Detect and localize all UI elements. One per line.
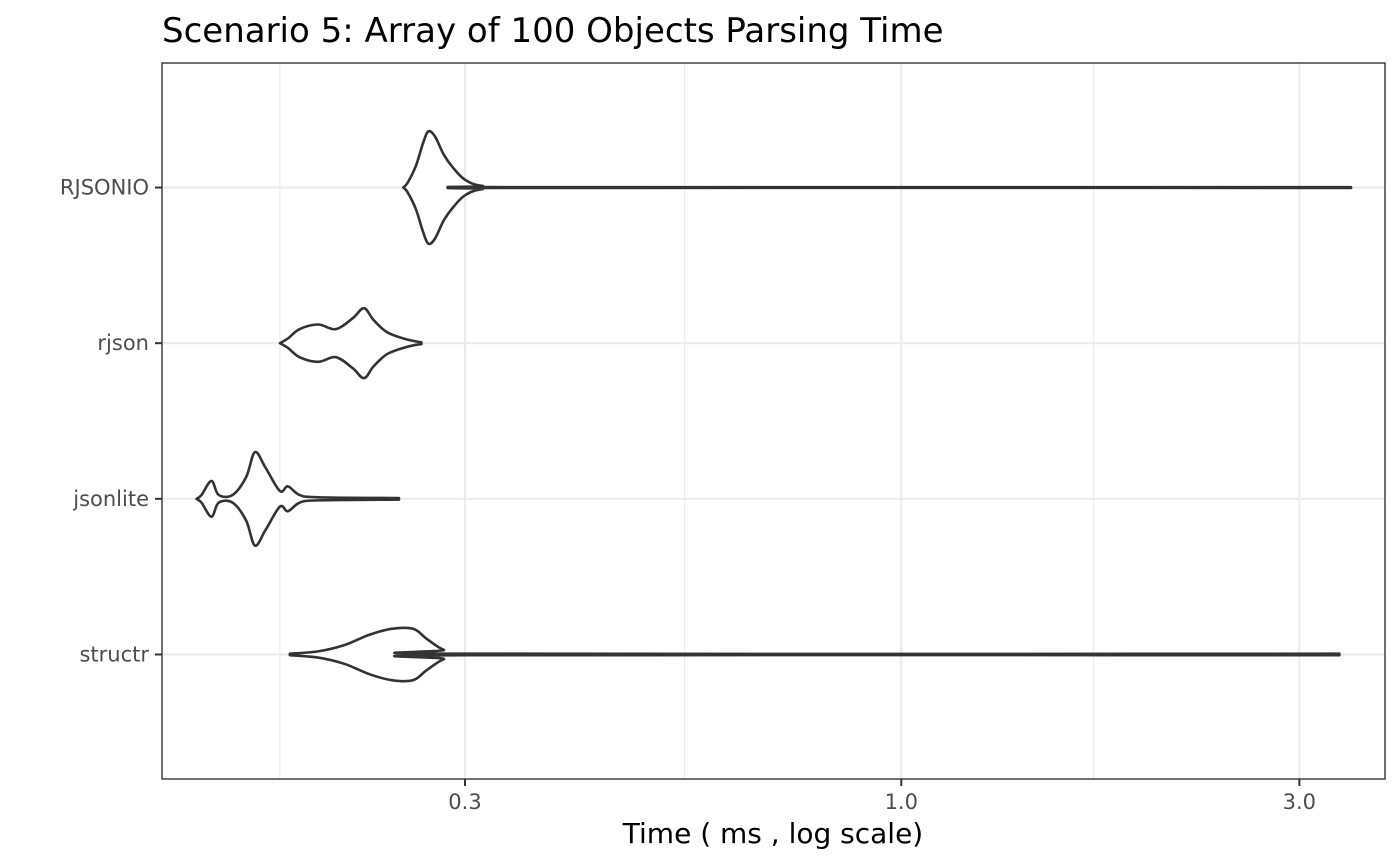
x-tick-label-1: 1.0	[885, 790, 918, 814]
x-axis-title: Time ( ms , log scale)	[622, 817, 923, 850]
violin-jsonlite	[195, 450, 401, 547]
axis-layer: 0.3 1.0 3.0 RJSONIO rjson jsonlite structr	[60, 176, 1316, 814]
chart-title: Scenario 5: Array of 100 Objects Parsing…	[162, 11, 944, 51]
y-category-label-rjson: rjson	[97, 331, 149, 355]
x-tick-label-2: 3.0	[1283, 790, 1316, 814]
violin-RJSONIO	[401, 129, 1353, 246]
y-category-label-structr: structr	[79, 642, 149, 666]
violin-rjson	[278, 306, 423, 380]
violin-structr	[288, 626, 1341, 683]
panel-border	[161, 62, 1386, 780]
violin-layer	[195, 129, 1353, 683]
grid-layer	[162, 63, 1385, 779]
x-tick-label-0: 0.3	[448, 790, 481, 814]
y-category-label-jsonlite: jsonlite	[72, 487, 149, 511]
y-category-label-RJSONIO: RJSONIO	[60, 176, 149, 200]
